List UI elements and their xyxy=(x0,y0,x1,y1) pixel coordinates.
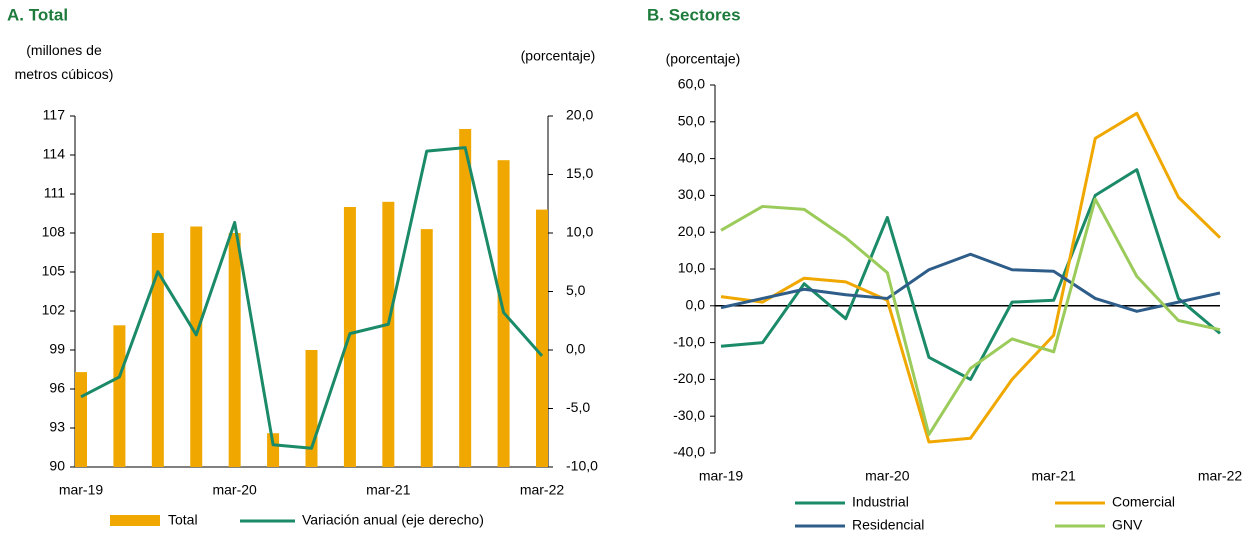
y2-tick-label: 10,0 xyxy=(566,224,593,240)
legend-label: Industrial xyxy=(852,494,909,510)
y-tick-label: 96 xyxy=(49,380,65,396)
bar xyxy=(267,433,280,467)
line xyxy=(80,146,544,450)
y-tick-label: 105 xyxy=(42,263,66,279)
x-tick-label: mar-21 xyxy=(1031,468,1076,484)
y-tick-label: 10,0 xyxy=(678,260,705,276)
y-tick-label: 40,0 xyxy=(678,149,705,165)
legend-swatch xyxy=(110,515,160,526)
chart-title: B. Sectores xyxy=(647,5,741,24)
x-tick-label: mar-19 xyxy=(699,468,744,484)
y-tick-label: 60,0 xyxy=(678,76,705,92)
y-axis-label: (porcentaje) xyxy=(521,48,596,64)
bar xyxy=(536,209,548,467)
bar xyxy=(190,226,203,467)
bar xyxy=(228,233,241,467)
y-tick-label: 114 xyxy=(43,146,66,162)
y-tick-label: 30,0 xyxy=(678,186,705,202)
x-tick-label: mar-22 xyxy=(1198,468,1243,484)
line xyxy=(720,252,1221,313)
bar xyxy=(113,325,126,467)
y-tick-label: 102 xyxy=(42,302,66,318)
chart-title: A. Total xyxy=(7,5,68,24)
y2-tick-label: -10,0 xyxy=(566,458,598,474)
bar xyxy=(420,229,433,467)
line xyxy=(720,111,1222,444)
y-tick-label: 108 xyxy=(42,224,66,240)
y-tick-label: 50,0 xyxy=(678,113,705,129)
y2-tick-label: -5,0 xyxy=(566,399,590,415)
y2-tick-label: 5,0 xyxy=(566,282,586,298)
bar xyxy=(151,233,164,467)
legend-label: Variación anual (eje derecho) xyxy=(302,512,484,528)
line xyxy=(720,197,1221,437)
bar xyxy=(75,372,87,467)
y-tick-label: 93 xyxy=(49,419,65,435)
legend-label: Residencial xyxy=(852,517,924,533)
y-tick-label: 111 xyxy=(44,185,65,201)
y-tick-label: 90 xyxy=(49,458,65,474)
y-axis-label: (porcentaje) xyxy=(666,51,741,67)
y-axis-label: (millones de metros cúbicos) xyxy=(14,42,114,82)
legend-label: Total xyxy=(168,512,198,528)
bar xyxy=(382,201,395,468)
y-tick-label: 99 xyxy=(49,341,65,357)
x-tick-label: mar-20 xyxy=(865,468,910,484)
legend-label: GNV xyxy=(1112,517,1143,533)
y-tick-label: -20,0 xyxy=(673,370,705,386)
y-tick-label: -10,0 xyxy=(673,333,705,349)
y-tick-label: 20,0 xyxy=(678,223,705,239)
legend-label: Comercial xyxy=(1112,494,1175,510)
x-tick-label: mar-22 xyxy=(520,482,565,498)
y-tick-label: 117 xyxy=(43,107,66,123)
bar xyxy=(459,129,472,467)
x-tick-label: mar-19 xyxy=(59,482,104,498)
y-tick-label: -40,0 xyxy=(673,444,705,460)
y2-tick-label: 15,0 xyxy=(566,165,593,181)
y-tick-label: 0,0 xyxy=(686,297,706,313)
x-tick-label: mar-20 xyxy=(212,482,257,498)
y2-tick-label: 0,0 xyxy=(566,341,586,357)
line xyxy=(720,168,1221,381)
y2-tick-label: 20,0 xyxy=(566,107,593,123)
x-tick-label: mar-21 xyxy=(366,482,411,498)
y-tick-label: -30,0 xyxy=(673,407,705,423)
